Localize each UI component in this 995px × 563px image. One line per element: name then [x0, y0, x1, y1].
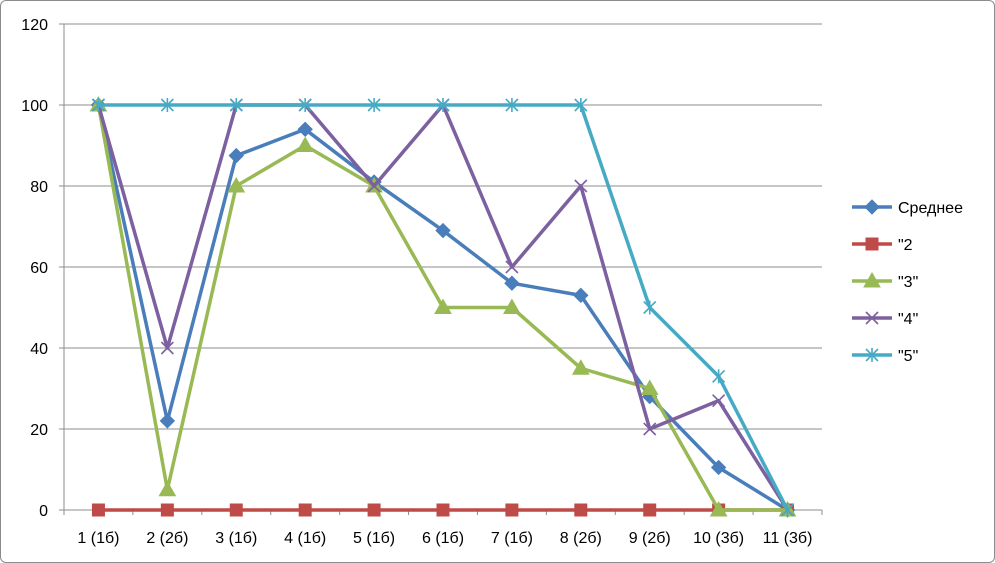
x-tick-label: 2 (2б) [146, 530, 188, 547]
data-point [780, 503, 795, 517]
data-point [574, 503, 588, 517]
data-point [504, 275, 520, 291]
y-tick-label: 120 [21, 17, 48, 34]
y-tick-label: 60 [30, 260, 48, 277]
data-point [229, 98, 243, 112]
data-point [160, 503, 174, 517]
legend-marker [863, 271, 881, 288]
data-point [712, 394, 726, 408]
x-tick-label: 5 (1б) [353, 530, 395, 547]
legend-marker [865, 237, 879, 251]
data-point [640, 379, 659, 395]
data-point [91, 98, 106, 112]
y-tick-label: 0 [39, 503, 48, 520]
y-tick-label: 40 [30, 341, 48, 358]
legend-marker [864, 199, 880, 215]
data-point [573, 287, 589, 304]
y-tick-label: 20 [30, 422, 48, 439]
x-tick-label: 7 (1б) [491, 530, 533, 547]
data-point [503, 298, 521, 314]
data-point [160, 341, 174, 355]
data-point [643, 422, 657, 436]
x-tick-label: 10 (3б) [693, 530, 744, 547]
x-tick-label: 1 (1б) [77, 530, 119, 547]
y-tick-label: 80 [30, 179, 48, 196]
x-tick-label: 9 (2б) [629, 530, 671, 547]
data-point [159, 413, 176, 429]
data-point [435, 222, 451, 239]
x-tick-label: 11 (3б) [763, 530, 813, 547]
data-point [712, 369, 726, 384]
x-tick-label: 6 (1б) [422, 530, 464, 547]
x-tick-label: 3 (1б) [215, 530, 257, 547]
data-point [297, 121, 313, 138]
data-point [436, 98, 450, 112]
data-point [643, 503, 657, 517]
data-point [367, 98, 381, 112]
x-tick-labels: 1 (1б) 2 (2б) 3 (1б) 4 (1б) 5 (1б) 6 (1б) 7 (1… [77, 530, 812, 547]
data-point [574, 179, 588, 193]
data-point [574, 98, 588, 112]
legend: Среднее "2 "3" "4" "5" [852, 199, 963, 365]
data-point [298, 503, 312, 517]
data-point [434, 298, 452, 314]
data-point [229, 503, 243, 517]
series-group [89, 95, 797, 518]
data-point [505, 503, 519, 517]
legend-label: "5" [898, 348, 918, 365]
data-point [710, 459, 727, 476]
legend-label: Среднее [898, 200, 963, 217]
legend-marker [865, 348, 879, 362]
data-point [91, 503, 105, 517]
data-point [643, 300, 657, 315]
data-point [367, 503, 381, 517]
data-point [571, 359, 590, 375]
data-point [158, 480, 177, 497]
data-point [505, 98, 519, 112]
data-point [296, 136, 315, 152]
legend-label: "4" [898, 311, 918, 328]
y-tick-label: 100 [21, 98, 48, 115]
y-tick-labels: 0 20 40 60 80 100 120 [21, 17, 48, 520]
data-point [709, 500, 728, 517]
axes [59, 23, 823, 515]
data-point [505, 260, 519, 274]
data-point [298, 98, 312, 112]
data-point [228, 147, 244, 164]
data-point [227, 176, 246, 193]
data-point [367, 179, 381, 193]
legend-label: "2 [898, 237, 913, 254]
legend-label: "3" [898, 274, 918, 291]
legend-marker [865, 311, 879, 325]
x-tick-label: 8 (2б) [560, 530, 602, 547]
data-point [436, 503, 450, 517]
x-tick-label: 4 (1б) [284, 530, 326, 547]
data-point [160, 98, 174, 112]
